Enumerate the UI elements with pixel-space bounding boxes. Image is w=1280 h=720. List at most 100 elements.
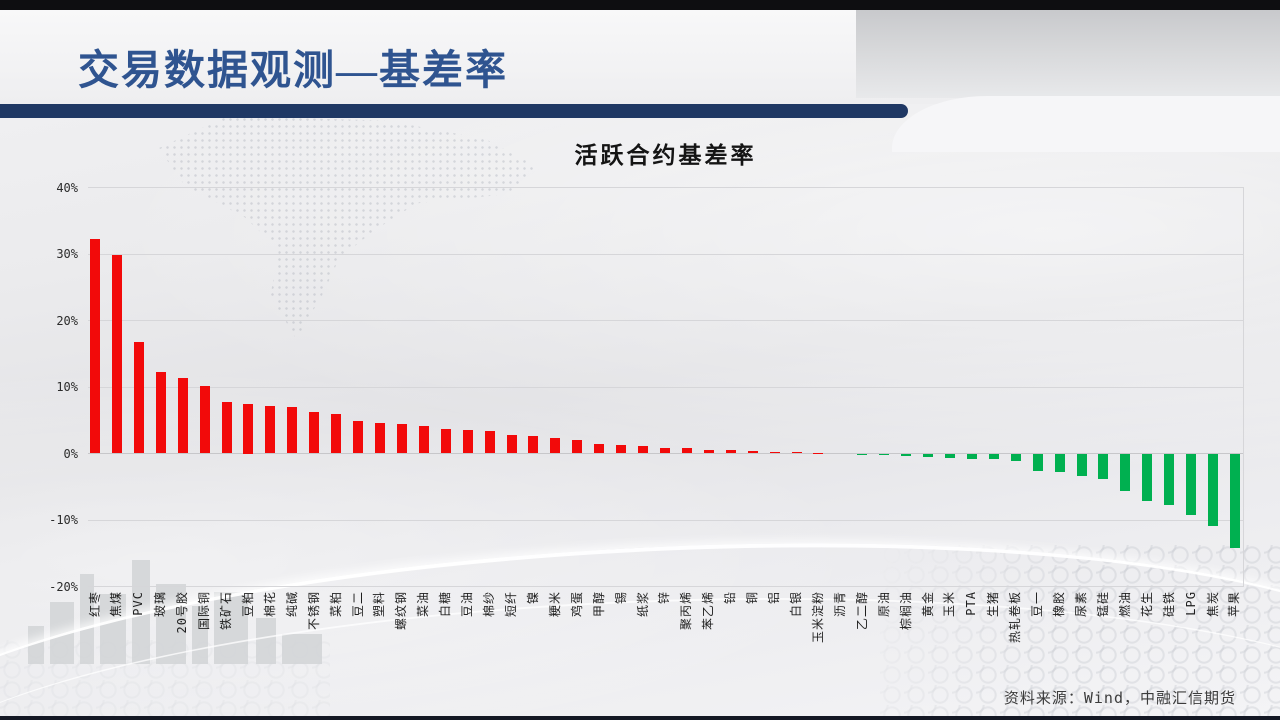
gridline-30% (88, 253, 1243, 255)
bar-聚丙烯 (681, 448, 692, 454)
bar-棉纱 (484, 430, 495, 454)
bar-国际铜 (199, 385, 210, 454)
gridline--10% (88, 519, 1243, 521)
x-axis-label-玉米淀粉: 玉米淀粉 (810, 591, 825, 644)
gridline-40% (88, 187, 1243, 188)
bar-红枣 (90, 239, 100, 454)
bar-粳米 (550, 438, 561, 454)
bar-锡 (616, 444, 627, 454)
x-axis-label-焦炭: 焦炭 (1205, 591, 1220, 618)
bar-燃油 (1120, 453, 1131, 491)
x-axis-label-铅: 铅 (723, 591, 738, 605)
bar-甲醇 (594, 443, 605, 454)
x-axis-label-生猪: 生猪 (986, 591, 1001, 618)
bar-铅 (725, 450, 736, 454)
x-axis-label-原油: 原油 (876, 591, 891, 618)
x-axis-label-热轧卷板: 热轧卷板 (1008, 591, 1023, 644)
x-axis-label-棉花: 棉花 (262, 591, 277, 618)
x-axis-label-LPG: LPG (1183, 591, 1198, 616)
x-axis-label-苹果: 苹果 (1227, 591, 1242, 618)
gridline-20% (88, 320, 1243, 321)
bar-20号胶 (177, 377, 188, 454)
bar-豆一 (1032, 453, 1043, 471)
x-axis-label-白糖: 白糖 (438, 591, 453, 618)
x-axis-label-菜油: 菜油 (416, 591, 431, 618)
bar-棉花 (265, 405, 276, 454)
bar-不锈钢 (309, 412, 320, 454)
bar-锰硅 (1098, 453, 1109, 479)
x-axis-label-豆油: 豆油 (460, 591, 475, 618)
x-axis-label-甲醇: 甲醇 (591, 591, 606, 618)
bar-菜油 (418, 425, 429, 454)
gridline-10% (88, 386, 1243, 388)
y-axis-tick-label: 0% (63, 446, 78, 461)
bar-热轧卷板 (1010, 453, 1021, 462)
y-axis-tick-label: 10% (56, 380, 78, 394)
x-axis-label-锌: 锌 (657, 591, 672, 605)
bar-鸡蛋 (572, 440, 583, 454)
source-note: 资料来源：Wind，中融汇信期货 (1003, 689, 1236, 707)
bar-短纤 (506, 434, 517, 454)
y-axis-tick-label: 20% (56, 313, 78, 328)
y-axis-tick-label: -10% (49, 513, 78, 527)
bar-生猪 (988, 453, 999, 460)
bar-铁矿石 (221, 401, 232, 454)
bar-乙二醇 (857, 453, 868, 455)
bar-LPG (1186, 453, 1197, 516)
bar-硅铁 (1164, 453, 1175, 506)
x-axis-label-铜: 铜 (745, 591, 760, 605)
x-axis-label-纯碱: 纯碱 (284, 591, 299, 618)
x-axis-label-PTA: PTA (964, 591, 979, 616)
bar-苹果 (1229, 453, 1240, 548)
x-axis-label-镍: 镍 (525, 591, 540, 605)
x-axis-label-PVC: PVC (131, 591, 146, 616)
x-axis-label-橡胶: 橡胶 (1052, 591, 1067, 618)
bottom-edge-bar (0, 716, 1280, 720)
x-axis-label-豆粕: 豆粕 (240, 591, 255, 618)
x-axis-label-玉米: 玉米 (942, 591, 957, 618)
x-axis-label-硅铁: 硅铁 (1161, 591, 1176, 618)
bar-豆油 (462, 430, 473, 454)
bar-塑料 (374, 422, 385, 454)
x-axis-label-花生: 花生 (1139, 591, 1154, 618)
bar-棕榈油 (901, 453, 912, 457)
x-axis-label-沥青: 沥青 (832, 591, 847, 618)
bar-玻璃 (155, 372, 166, 454)
bar-焦炭 (1208, 453, 1219, 526)
bar-纯碱 (287, 406, 298, 454)
x-axis-label-锰硅: 锰硅 (1095, 591, 1110, 618)
x-axis-label-棉纱: 棉纱 (482, 591, 497, 618)
x-axis-label-乙二醇: 乙二醇 (854, 591, 869, 631)
bar-PVC (133, 341, 144, 454)
x-axis-label-纸浆: 纸浆 (635, 591, 650, 618)
x-axis-label-豆一: 豆一 (1030, 591, 1045, 618)
y-axis-tick-label: 40% (56, 180, 78, 195)
x-axis-label-焦煤: 焦煤 (109, 591, 124, 618)
bar-橡胶 (1054, 453, 1065, 473)
x-axis-label-聚丙烯: 聚丙烯 (679, 591, 694, 631)
x-axis-label-铁矿石: 铁矿石 (219, 591, 234, 631)
x-axis-label-菜粕: 菜粕 (328, 591, 343, 618)
x-axis-label-鸡蛋: 鸡蛋 (569, 591, 584, 618)
bar-白糖 (440, 428, 451, 454)
bar-镍 (528, 435, 539, 454)
bar-铜 (747, 450, 758, 454)
gridline--20% (88, 586, 1243, 587)
x-axis-label-白银: 白银 (789, 591, 804, 618)
x-axis-label-黄金: 黄金 (920, 591, 935, 618)
top-edge-bar (0, 0, 1280, 10)
bar-PTA (966, 453, 977, 459)
x-axis-label-尿素: 尿素 (1074, 591, 1089, 618)
page-title: 交易数据观测—基差率 (78, 47, 508, 93)
bar-花生 (1142, 453, 1153, 502)
x-axis-label-豆二: 豆二 (350, 591, 365, 618)
x-axis-label-玻璃: 玻璃 (153, 591, 168, 618)
x-axis-label-20号胶: 20号胶 (175, 591, 190, 634)
x-axis-label-红枣: 红枣 (87, 591, 102, 618)
x-axis-label-不锈钢: 不锈钢 (306, 591, 321, 631)
x-axis-label-棕榈油: 棕榈油 (898, 591, 913, 631)
bar-豆二 (353, 420, 364, 454)
x-axis-label-锡: 锡 (613, 591, 628, 605)
y-axis-tick-label: -20% (49, 579, 78, 594)
